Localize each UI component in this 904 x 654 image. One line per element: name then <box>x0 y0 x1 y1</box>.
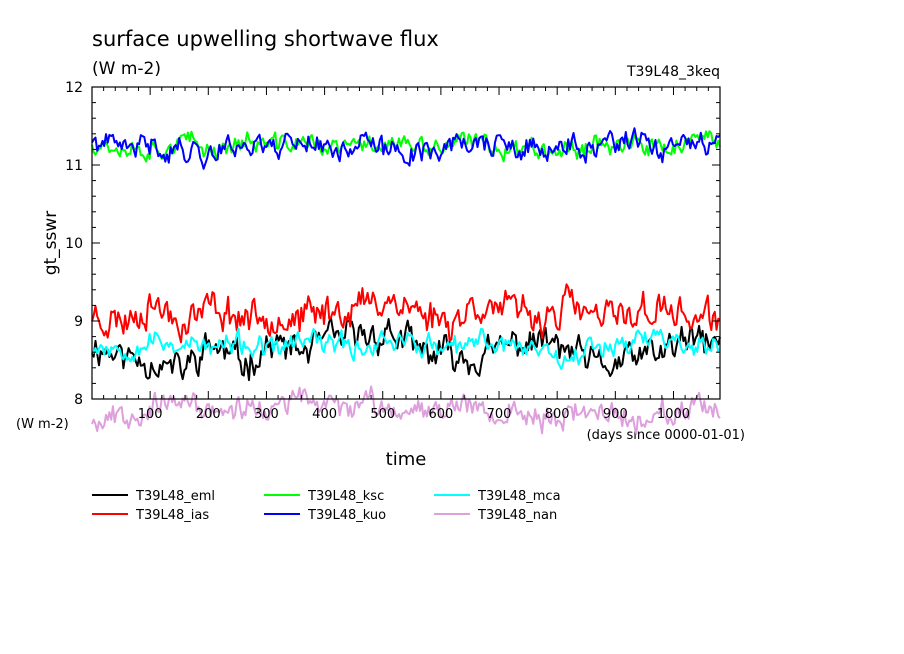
axes-layer: 100 200 300 400 500 600 700 800 900 1000 8 9 10 11 12 <box>65 80 720 422</box>
y-tick-label: 11 <box>65 158 83 174</box>
legend: T39L48_eml T39L48_ias T39L48_ksc T39L48_kuo… <box>92 489 561 523</box>
y-tick-label: 12 <box>65 80 83 96</box>
legend-label: T39L48_kuo <box>307 508 386 523</box>
x-tick-label: 1000 <box>657 407 690 422</box>
series-line-t39l48-eml <box>91 317 721 382</box>
y-units-label: (W m-2) <box>16 417 69 432</box>
run-label: T39L48_3keq <box>626 64 720 80</box>
x-units-label: (days since 0000-01-01) <box>587 428 745 443</box>
legend-item: T39L48_mca <box>434 489 561 504</box>
series-line-t39l48-mca <box>91 327 721 371</box>
legend-label: T39L48_nan <box>477 508 557 523</box>
x-tick-label: 900 <box>603 407 628 422</box>
legend-item: T39L48_nan <box>434 508 557 523</box>
legend-item: T39L48_ksc <box>264 489 384 504</box>
series-line-t39l48-ias <box>91 283 721 344</box>
chart-subtitle-units: (W m-2) <box>92 59 161 79</box>
x-tick-label: 200 <box>196 407 221 422</box>
legend-item: T39L48_eml <box>92 489 215 504</box>
series-line-t39l48-nan <box>91 385 721 435</box>
legend-item: T39L48_kuo <box>264 508 386 523</box>
y-axis-label: gt_sswr <box>41 211 61 276</box>
x-tick-label: 500 <box>370 407 395 422</box>
x-tick-label: 800 <box>545 407 570 422</box>
y-tick-label: 9 <box>74 314 83 330</box>
x-tick-label: 600 <box>428 407 453 422</box>
legend-label: T39L48_ias <box>135 508 209 523</box>
chart-title: surface upwelling shortwave flux <box>92 27 439 51</box>
x-axis-label: time <box>386 449 427 470</box>
x-tick-label: 400 <box>312 407 337 422</box>
series-layer <box>91 127 721 435</box>
legend-label: T39L48_eml <box>135 489 215 504</box>
legend-label: T39L48_ksc <box>307 489 384 504</box>
y-tick-label: 8 <box>74 392 83 408</box>
x-tick-label: 700 <box>487 407 512 422</box>
legend-item: T39L48_ias <box>92 508 209 523</box>
series-line-t39l48-ksc <box>91 130 721 163</box>
x-tick-label: 300 <box>254 407 279 422</box>
legend-label: T39L48_mca <box>477 489 561 504</box>
x-tick-label: 100 <box>138 407 163 422</box>
series-line-t39l48-kuo <box>91 127 721 170</box>
y-tick-label: 10 <box>65 236 83 252</box>
